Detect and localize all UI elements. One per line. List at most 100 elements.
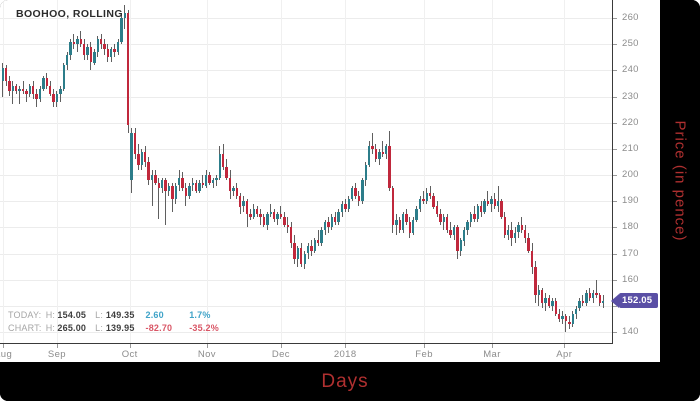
candle-body (245, 201, 249, 215)
v-gridline (56, 0, 58, 343)
candle-body (401, 214, 405, 230)
last-price-badge: 152.05 (611, 293, 659, 308)
candle-body (21, 88, 25, 92)
candle-body (25, 91, 28, 94)
x-tick-label: Nov (197, 349, 216, 360)
candle-body (65, 54, 69, 66)
candle-body (568, 321, 571, 325)
chart-panel: BOOHOO, ROLLING TODAY: H: 154.05 L: 149.… (0, 0, 660, 362)
candle-body (15, 86, 18, 92)
candle-body (490, 198, 493, 204)
candle-body (215, 177, 218, 181)
candle-body (225, 167, 228, 178)
candle-body (412, 219, 415, 233)
candle-body (452, 227, 456, 236)
time-axis[interactable]: Aug Sep Oct Nov Dec 2018 Feb Mar Apr (0, 344, 660, 362)
candle-body (86, 46, 89, 55)
candle-body (323, 222, 327, 230)
candle-body (89, 46, 93, 63)
candle-body (160, 180, 164, 189)
candle-body (296, 248, 300, 259)
chart-low-label: L: (95, 323, 104, 333)
candle-body (547, 298, 551, 306)
x-tick-mark (56, 344, 58, 348)
candle-body (1, 67, 4, 81)
h-gridline (0, 332, 612, 333)
y-tick-label: 200 (622, 169, 639, 180)
candle-body (517, 224, 520, 233)
candle-body (239, 196, 242, 207)
candle-wick (158, 177, 160, 220)
y-tick-mark (613, 279, 617, 281)
y-tick-mark (613, 332, 617, 333)
h-gridline (0, 201, 612, 203)
candle-body (337, 211, 340, 223)
y-tick-label: 260 (622, 12, 639, 24)
candle-body (357, 196, 361, 202)
bottom-frame-strip: Days (0, 362, 700, 401)
candle-wick (382, 141, 384, 157)
y-tick-label: 240 (622, 64, 639, 76)
candle-body (35, 93, 38, 100)
candle-body (422, 198, 425, 202)
v-gridline (564, 0, 566, 343)
candle-body (293, 243, 296, 259)
candle-body (113, 49, 116, 52)
candle-body (164, 180, 167, 191)
candle-body (133, 133, 137, 155)
candle-body (69, 41, 72, 55)
candle-body (564, 316, 568, 322)
right-frame-strip: Price (in pence) (660, 0, 700, 362)
candle-body (184, 188, 188, 196)
candle-body (276, 214, 279, 220)
h-gridline (0, 175, 612, 176)
candle-body (194, 182, 198, 191)
last-price-value: 152.05 (619, 293, 659, 308)
candle-wick (270, 203, 272, 217)
candle-body (435, 206, 439, 215)
price-axis[interactable]: 140150160170180190200210220230240250260 (613, 0, 660, 343)
candle-body (42, 78, 45, 89)
candle-body (127, 12, 130, 126)
candle-body (45, 78, 48, 86)
candle-body (581, 300, 585, 304)
y-tick-mark (613, 18, 617, 20)
y-axis-title: Price (in pence) (671, 120, 689, 242)
today-high-label: H: (45, 310, 56, 320)
candle-body (405, 214, 408, 223)
candle-wick (429, 185, 431, 199)
candle-body (388, 146, 391, 189)
candle-body (157, 182, 160, 189)
candle-body (18, 88, 21, 92)
candle-body (76, 39, 79, 45)
candle-body (395, 219, 398, 225)
x-tick-mark (3, 344, 5, 348)
x-tick-mark (564, 344, 566, 348)
v-gridline (206, 0, 208, 343)
candle-body (371, 146, 374, 149)
h-gridline (0, 227, 612, 229)
candle-body (384, 146, 388, 155)
candle-wick (596, 279, 598, 298)
candle-body (120, 18, 123, 42)
candle-body (300, 248, 303, 264)
candle-wick (151, 169, 153, 207)
candle-body (378, 151, 381, 160)
h-gridline (0, 279, 612, 281)
v-gridline (345, 0, 347, 343)
candle-body (327, 222, 330, 228)
candle-body (181, 177, 184, 189)
candle-wick (450, 222, 452, 238)
candlestick-plot[interactable]: BOOHOO, ROLLING TODAY: H: 154.05 L: 149.… (0, 0, 613, 344)
candle-body (561, 316, 564, 319)
candle-wick (215, 175, 217, 186)
candle-body (249, 214, 252, 217)
v-gridline (3, 0, 5, 343)
candle-body (398, 219, 401, 230)
x-tick-mark (129, 344, 131, 348)
candle-body (585, 292, 588, 304)
candle-body (439, 214, 442, 223)
candle-body (259, 214, 262, 217)
candle-body (232, 188, 235, 191)
today-change-pct: 1.7% (189, 310, 211, 320)
